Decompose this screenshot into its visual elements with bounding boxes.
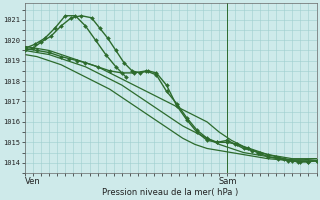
X-axis label: Pression niveau de la mer( hPa ): Pression niveau de la mer( hPa ) [102, 188, 239, 197]
